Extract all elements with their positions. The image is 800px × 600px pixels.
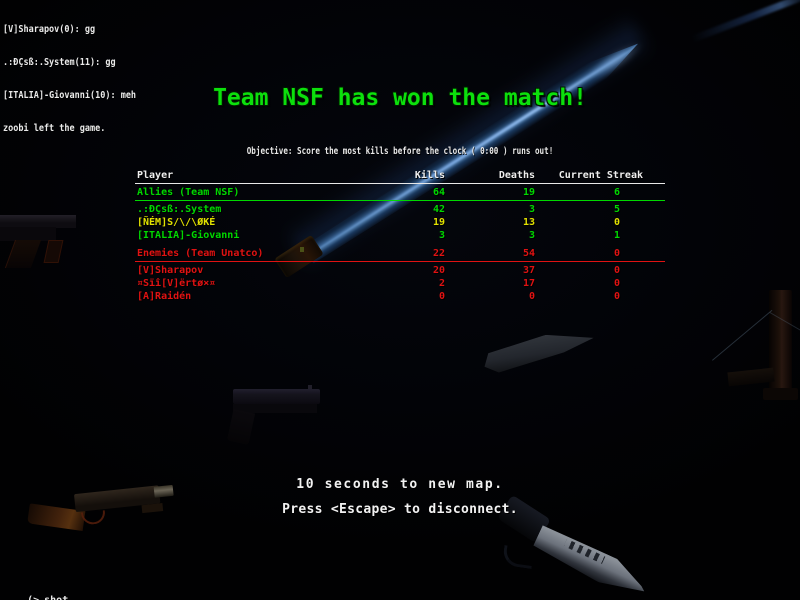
sword-gem [300,247,304,252]
chat-message: [ITALIA]-Giovanni(10): meh [3,90,137,101]
player-row: ¤Sïî[V]ërtø×¤ 2 17 0 [135,277,665,290]
enemies-divider [135,261,665,262]
player-deaths: 17 [522,278,535,289]
player-row: [A]Raidén 0 0 0 [135,290,665,303]
console-prompt: (> [27,595,39,600]
combat-knife-serrations [564,539,605,564]
chat-message: [V]Sharapov(0): gg [3,24,96,35]
player-deaths: 3 [528,230,535,241]
pistol-grip [226,409,256,445]
player-deaths: 37 [522,265,535,276]
console-typed-text: shot_ [44,595,74,600]
player-name: [A]Raidén [137,291,192,302]
player-kills: 20 [432,265,445,276]
player-name: ¤Sïî[V]ërtø×¤ [137,278,216,289]
team-name: Allies (Team NSF) [137,187,240,198]
column-current-streak: Current Streak [558,170,643,181]
pistol-frame [233,404,317,413]
disconnect-hint-text: Press <Escape> to disconnect. [282,502,518,517]
knife-image [481,328,596,375]
player-kills: 19 [432,217,445,228]
combat-knife-guard [501,545,535,569]
map-countdown-text: 10 seconds to new map. [296,477,504,492]
player-name: [V]Sharapov [137,265,204,276]
player-kills: 42 [432,204,445,215]
player-streak: 0 [613,278,620,289]
light-streak-image [690,0,800,43]
team-deaths: 54 [522,248,535,259]
pistol-image [226,385,326,445]
player-row: [ITALIA]-Giovanni 3 3 1 [135,229,665,242]
chat-message: zoobi left the game. [3,123,106,134]
player-name: [ÑÉM]S/\/\ØKÉ [137,217,216,228]
player-kills: 0 [438,291,445,302]
pistol-slide [233,389,320,404]
player-kills: 3 [438,230,445,241]
smg-magazine [43,240,64,263]
scoreboard: Player Kills Deaths Current Streak Allie… [135,169,665,303]
player-streak: 5 [613,204,620,215]
player-deaths: 3 [528,204,535,215]
team-row-allies: Allies (Team NSF) 64 19 6 [135,186,665,199]
team-row-enemies: Enemies (Team Unatco) 22 54 0 [135,247,665,260]
player-streak: 0 [613,291,620,302]
player-row: [ÑÉM]S/\/\ØKÉ 19 13 0 [135,216,665,229]
player-streak: 0 [613,265,620,276]
column-deaths: Deaths [498,170,535,181]
player-kills: 2 [438,278,445,289]
pistol-sight [308,385,312,390]
column-kills: Kills [414,170,445,181]
team-kills: 22 [432,248,445,259]
team-streak: 0 [613,248,620,259]
console-input[interactable]: (> shot_ [3,584,74,600]
objective-text: Objective: Score the most kills before t… [246,146,554,157]
header-divider [135,183,665,184]
rifle-grip-arm [727,367,775,387]
wire-line [712,309,773,361]
player-row: [V]Sharapov 20 37 0 [135,264,665,277]
smg-body [0,227,56,241]
player-name: [ITALIA]-Giovanni [137,230,240,241]
smg-grip [4,240,42,268]
player-name: .:ÐÇsß:.System [137,204,222,215]
column-player: Player [137,170,174,181]
player-streak: 1 [613,230,620,241]
player-row: .:ÐÇsß:.System 42 3 5 [135,203,665,216]
match-result-banner: Team NSF has won the match! [213,85,587,111]
combat-knife-blade [531,524,652,600]
team-deaths: 19 [522,187,535,198]
allies-divider [135,200,665,201]
chat-log: [V]Sharapov(0): gg .:ÐÇsß:.System(11): g… [3,2,136,156]
team-name: Enemies (Team Unatco) [137,248,264,259]
smg-barrel [0,215,76,228]
scoreboard-header-row: Player Kills Deaths Current Streak [135,169,665,182]
player-deaths: 0 [528,291,535,302]
team-streak: 6 [613,187,620,198]
chat-message: .:ÐÇsß:.System(11): gg [3,57,116,68]
rifle-grip-image [769,290,792,398]
player-deaths: 13 [522,217,535,228]
team-kills: 64 [432,187,445,198]
rifle-grip-base [763,388,798,400]
smg-image [0,210,78,276]
player-streak: 0 [613,217,620,228]
